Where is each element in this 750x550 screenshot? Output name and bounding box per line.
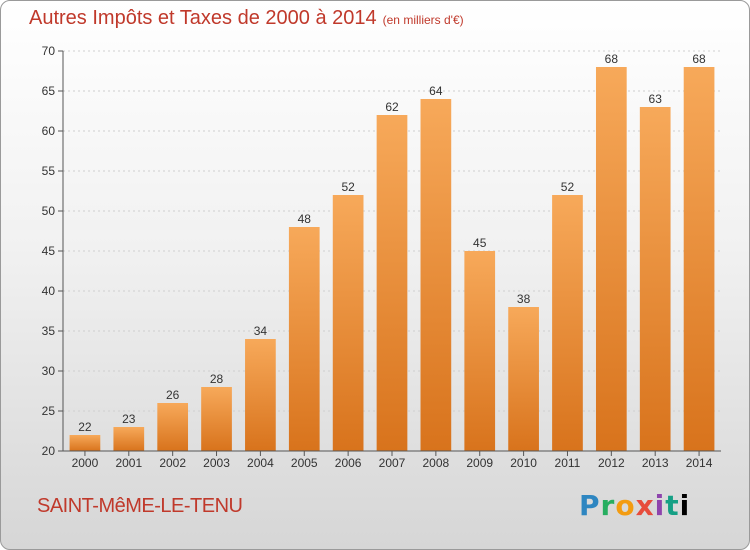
bar-2001	[113, 427, 145, 451]
x-tick-label: 2012	[598, 456, 625, 470]
y-tick-label: 70	[42, 44, 56, 58]
bar-value-label: 68	[605, 52, 619, 66]
bar-2003	[201, 387, 232, 451]
bar-2000	[69, 435, 101, 451]
bar-2010	[508, 307, 539, 451]
y-tick-label: 45	[42, 244, 56, 258]
bar-2008	[420, 99, 452, 451]
y-tick-label: 55	[42, 164, 56, 178]
x-axis-ticks: 2000 2001 2002 2003 2004 2005 2006 2007 2008 2009…	[72, 451, 713, 470]
bar-value-label: 52	[341, 180, 355, 194]
chart-title: Autres Impôts et Taxes de 2000 à 2014 (en…	[29, 7, 464, 30]
y-tick-label: 25	[42, 404, 56, 418]
y-tick-label: 60	[42, 124, 56, 138]
bar-2013	[639, 107, 671, 451]
y-tick-label: 40	[42, 284, 56, 298]
bar-value-label: 34	[254, 324, 268, 338]
commune-name: SAINT-MêME-LE-TENU	[37, 495, 243, 517]
y-tick-label: 20	[42, 444, 56, 458]
bar-value-label: 23	[122, 412, 136, 426]
x-tick-label: 2001	[115, 456, 142, 470]
y-tick-label: 50	[42, 204, 56, 218]
bar-value-label: 52	[561, 180, 575, 194]
proxiti-logo: Proxiti	[579, 489, 691, 522]
bar-value-label: 63	[649, 92, 663, 106]
bar-2005	[288, 227, 320, 451]
x-tick-label: 2014	[686, 456, 713, 470]
x-tick-label: 2010	[510, 456, 537, 470]
y-tick-label: 65	[42, 84, 56, 98]
bar-2007	[376, 115, 408, 451]
x-tick-label: 2004	[247, 456, 274, 470]
x-tick-label: 2003	[203, 456, 230, 470]
bar-2004	[245, 339, 276, 451]
bar-2006	[332, 195, 364, 451]
bar-2011	[552, 195, 583, 451]
bar-value-label: 45	[473, 236, 487, 250]
bar-2014	[683, 67, 715, 451]
bar-2012	[595, 67, 627, 451]
y-tick-label: 30	[42, 364, 56, 378]
bar-2009	[464, 251, 496, 451]
bar-2002	[157, 403, 189, 451]
x-tick-label: 2008	[423, 456, 450, 470]
bar-value-label: 68	[692, 52, 706, 66]
bar-value-label: 62	[385, 100, 399, 114]
x-tick-label: 2006	[335, 456, 362, 470]
x-tick-label: 2005	[291, 456, 318, 470]
bar-value-labels: 22 23 26 28 34 48 52 62 64 45 38 52 68 63 68	[78, 52, 706, 434]
bar-value-label: 48	[298, 212, 312, 226]
bar-value-label: 38	[517, 292, 531, 306]
y-axis-ticks: 20 25 30 35 40 45 50 55 60 65 70	[42, 44, 63, 458]
x-tick-label: 2002	[159, 456, 186, 470]
bars	[69, 67, 715, 451]
bar-value-label: 26	[166, 388, 180, 402]
x-tick-label: 2000	[72, 456, 99, 470]
chart-title-text: Autres Impôts et Taxes de 2000 à 2014	[29, 7, 377, 29]
chart-title-unit: (en milliers d'€)	[382, 13, 464, 27]
x-tick-label: 2013	[642, 456, 669, 470]
x-tick-label: 2011	[555, 456, 581, 470]
bar-value-label: 64	[429, 84, 443, 98]
x-tick-label: 2007	[379, 456, 406, 470]
bar-value-label: 22	[78, 420, 92, 434]
bar-value-label: 28	[210, 372, 224, 386]
x-tick-label: 2009	[466, 456, 493, 470]
y-tick-label: 35	[42, 324, 56, 338]
